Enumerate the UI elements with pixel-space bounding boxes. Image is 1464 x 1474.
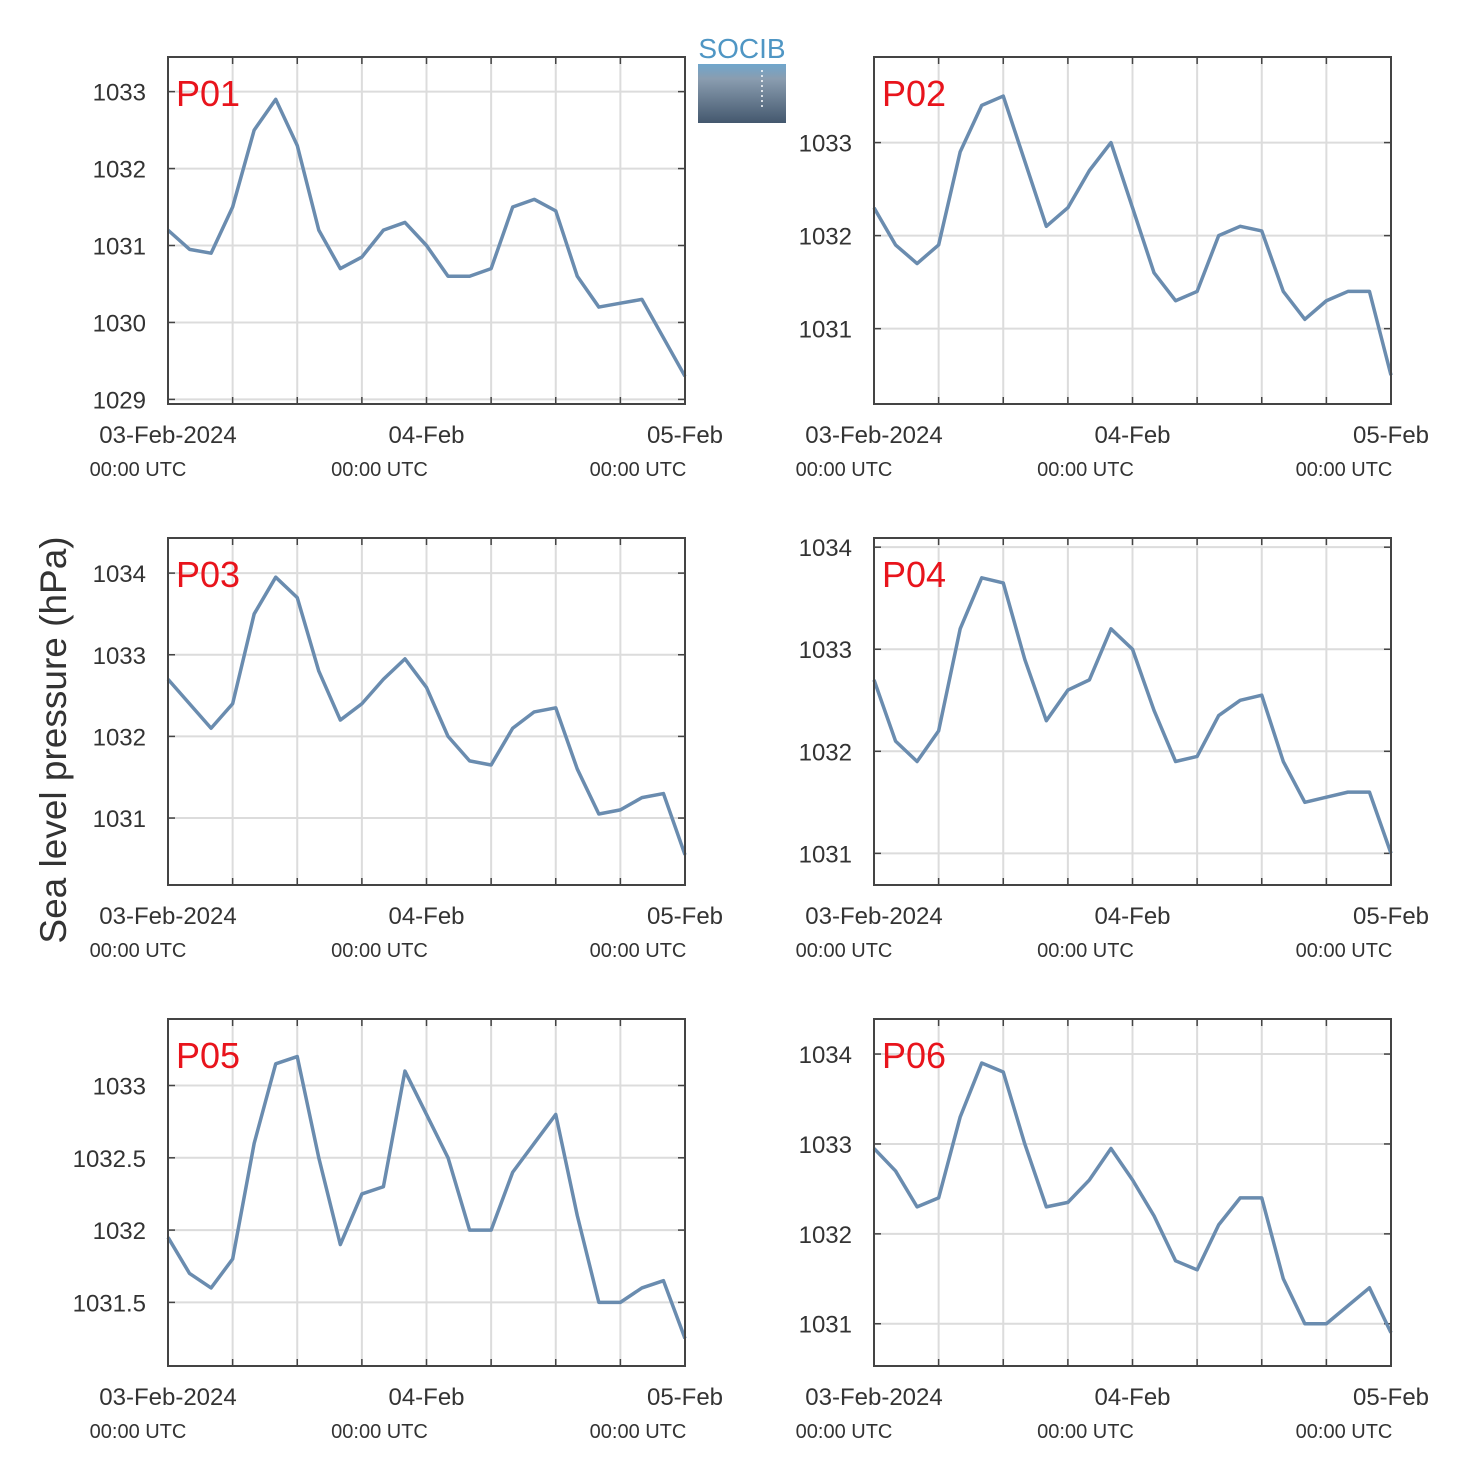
x-tick-sublabel: 00:00 UTC xyxy=(331,1421,428,1443)
x-tick-sublabel: 00:00 UTC xyxy=(590,459,687,481)
plot-frame xyxy=(873,56,1392,405)
y-tick-label: 1033 xyxy=(93,80,146,107)
x-tick-sublabel: 00:00 UTC xyxy=(331,940,428,962)
x-tick-label: 04-Feb xyxy=(388,422,464,449)
x-tick-label: 04-Feb xyxy=(388,903,464,930)
y-tick-label: 1031 xyxy=(799,317,852,344)
x-tick-sublabel: 00:00 UTC xyxy=(796,1421,893,1443)
plot-frame xyxy=(167,56,686,405)
data-line xyxy=(872,1061,1393,1334)
x-tick-sublabel: 00:00 UTC xyxy=(1037,1421,1134,1443)
x-tick-sublabel: 00:00 UTC xyxy=(90,940,187,962)
x-tick-sublabel: 00:00 UTC xyxy=(590,940,687,962)
x-tick-label: 05-Feb xyxy=(1353,422,1429,449)
y-tick-label: 1031.5 xyxy=(73,1290,146,1317)
plot-frame xyxy=(873,1018,1392,1367)
y-tick-label: 1032 xyxy=(93,157,146,184)
plot-frame xyxy=(167,537,686,886)
x-tick-label: 05-Feb xyxy=(647,422,723,449)
x-tick-label: 03-Feb-2024 xyxy=(805,1384,942,1411)
x-tick-label: 04-Feb xyxy=(388,1384,464,1411)
panel: 1029 1030 1031 1032 1033 03-Feb-2024 00:00 UTC… xyxy=(90,56,723,481)
y-tick-label: 1032.5 xyxy=(73,1146,146,1173)
panel: 1031 1032 1033 1034 03-Feb-2024 00:00 UTC 04-F… xyxy=(796,535,1429,962)
x-tick-sublabel: 00:00 UTC xyxy=(331,459,428,481)
y-tick-label: 1033 xyxy=(799,1132,852,1159)
x-tick-label: 05-Feb xyxy=(647,1384,723,1411)
y-tick-label: 1032 xyxy=(799,224,852,251)
x-tick-label: 03-Feb-2024 xyxy=(805,422,942,449)
x-tick-sublabel: 00:00 UTC xyxy=(1037,459,1134,481)
y-tick-label: 1033 xyxy=(93,643,146,670)
x-tick-label: 03-Feb-2024 xyxy=(99,422,236,449)
data-line xyxy=(872,94,1393,376)
panel: 1031 1032 1033 03-Feb-2024 00:00 UTC 04-Feb 00… xyxy=(796,56,1429,481)
y-tick-label: 1034 xyxy=(799,535,852,562)
y-axis-label: Sea level pressure (hPa) xyxy=(33,536,74,943)
y-tick-label: 1031 xyxy=(799,1312,852,1339)
y-tick-label: 1033 xyxy=(799,637,852,664)
x-tick-sublabel: 00:00 UTC xyxy=(1296,940,1393,962)
panel-title: P06 xyxy=(882,1035,946,1076)
panel: 1031 1032 1033 1034 03-Feb-2024 00:00 UTC 04-F… xyxy=(90,537,723,962)
x-tick-label: 05-Feb xyxy=(1353,1384,1429,1411)
data-line xyxy=(166,575,687,856)
y-tick-label: 1032 xyxy=(799,739,852,766)
x-tick-label: 04-Feb xyxy=(1094,1384,1170,1411)
panel-title: P03 xyxy=(176,554,240,595)
logo-image xyxy=(698,64,786,123)
x-tick-sublabel: 00:00 UTC xyxy=(1296,459,1393,481)
y-tick-label: 1032 xyxy=(93,724,146,751)
y-tick-label: 1033 xyxy=(93,1074,146,1101)
y-tick-label: 1032 xyxy=(93,1218,146,1245)
y-tick-label: 1033 xyxy=(799,131,852,158)
x-tick-label: 05-Feb xyxy=(647,903,723,930)
x-tick-label: 05-Feb xyxy=(1353,903,1429,930)
plot-frame xyxy=(873,537,1392,886)
x-tick-sublabel: 00:00 UTC xyxy=(796,940,893,962)
y-tick-label: 1032 xyxy=(799,1222,852,1249)
x-tick-label: 04-Feb xyxy=(1094,903,1170,930)
panel: 1031.5 1032 1032.5 1033 03-Feb-2024 00:00 UTC… xyxy=(73,1018,723,1443)
x-tick-label: 03-Feb-2024 xyxy=(99,1384,236,1411)
x-tick-sublabel: 00:00 UTC xyxy=(590,1421,687,1443)
panel-title: P01 xyxy=(176,73,240,114)
x-tick-label: 03-Feb-2024 xyxy=(805,903,942,930)
x-tick-sublabel: 00:00 UTC xyxy=(90,1421,187,1443)
data-line xyxy=(166,1054,687,1340)
data-line xyxy=(872,576,1393,854)
y-tick-label: 1031 xyxy=(799,841,852,868)
logo-text: SOCIB xyxy=(698,33,785,64)
x-tick-sublabel: 00:00 UTC xyxy=(90,459,187,481)
y-tick-label: 1034 xyxy=(799,1042,852,1069)
y-tick-label: 1034 xyxy=(93,561,146,588)
panel-title: P04 xyxy=(882,554,946,595)
x-tick-sublabel: 00:00 UTC xyxy=(1296,1421,1393,1443)
y-tick-label: 1029 xyxy=(93,387,146,414)
y-tick-label: 1031 xyxy=(93,234,146,261)
x-tick-label: 04-Feb xyxy=(1094,422,1170,449)
panel: 1031 1032 1033 1034 03-Feb-2024 00:00 UTC 04-F… xyxy=(796,1018,1429,1443)
logo: SOCIB xyxy=(698,33,786,123)
data-line xyxy=(166,97,687,378)
x-tick-label: 03-Feb-2024 xyxy=(99,903,236,930)
panel-title: P02 xyxy=(882,73,946,114)
panel-title: P05 xyxy=(176,1035,240,1076)
x-tick-sublabel: 00:00 UTC xyxy=(1037,940,1134,962)
y-tick-label: 1031 xyxy=(93,806,146,833)
plot-frame xyxy=(167,1018,686,1367)
y-tick-label: 1030 xyxy=(93,310,146,337)
x-tick-sublabel: 00:00 UTC xyxy=(796,459,893,481)
